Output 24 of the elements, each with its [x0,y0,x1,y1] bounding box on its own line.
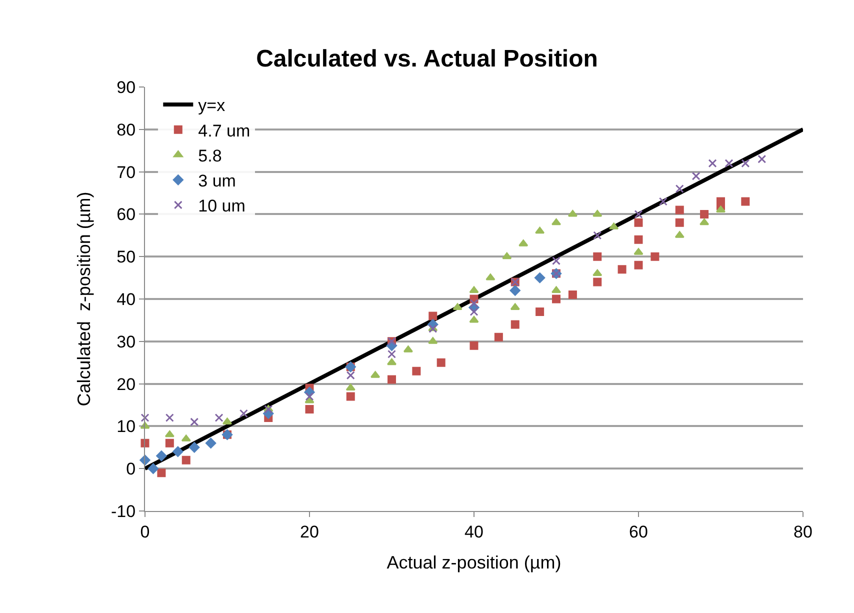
chart-title: Calculated vs. Actual Position [256,46,598,73]
y-tick-label: 30 [116,332,136,352]
legend-label: 4.7 um [198,121,250,140]
legend-label: y=x [198,96,226,116]
y-tick-label: 50 [116,248,136,267]
y-tick-label: -10 [111,502,136,521]
y-tick-label: 10 [116,417,136,436]
x-axis-title: Actual z-position (µm) [386,552,562,572]
legend-label: 5.8 [198,146,222,166]
y-tick-label: 60 [116,205,136,224]
y-tick-label: 80 [116,120,136,140]
y-axis-title: Calculated z-position (µm) [74,192,94,406]
legend-label: 3 um [198,171,236,190]
x-tick-label: 60 [629,522,648,542]
y-tick-label: 70 [116,162,136,182]
legend-label: 10 um [198,196,246,216]
y-tick-label: 90 [116,78,136,97]
x-tick-label: 40 [464,522,484,542]
x-tick-label: 20 [300,522,319,542]
x-tick-label: 80 [794,522,812,542]
y-tick-label: 0 [126,460,136,479]
y-tick-label: 40 [116,290,136,309]
x-tick-label: 0 [140,522,150,542]
y-tick-label: 20 [116,374,136,394]
